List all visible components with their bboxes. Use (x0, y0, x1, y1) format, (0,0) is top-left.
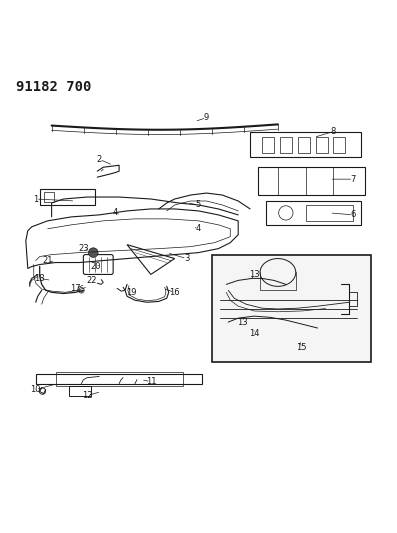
Text: 3: 3 (184, 254, 189, 263)
Text: 22: 22 (86, 276, 96, 285)
Bar (69, 385, 91, 395)
Text: 2: 2 (96, 155, 102, 164)
Bar (212, 255, 371, 362)
Text: 91182 700: 91182 700 (16, 80, 91, 94)
Text: 15: 15 (297, 343, 307, 352)
Bar (36, 374, 202, 384)
Text: 21: 21 (42, 256, 53, 265)
Text: 4: 4 (112, 208, 118, 217)
Text: 10: 10 (31, 385, 41, 394)
Bar (333, 138, 345, 154)
Bar (280, 138, 292, 154)
Bar (250, 132, 361, 157)
Bar (56, 372, 183, 385)
Bar (316, 138, 328, 154)
Bar (40, 189, 95, 205)
Bar (298, 138, 310, 154)
Text: 18: 18 (35, 274, 45, 283)
Text: 14: 14 (249, 329, 259, 338)
Bar (306, 205, 353, 221)
Text: 20: 20 (90, 262, 100, 271)
Text: 23: 23 (78, 244, 89, 253)
Bar (262, 138, 274, 154)
Text: 4: 4 (196, 224, 201, 233)
Bar (44, 192, 54, 202)
Text: 6: 6 (351, 211, 356, 220)
Text: 8: 8 (331, 127, 336, 136)
Text: 9: 9 (204, 113, 209, 122)
Text: 19: 19 (126, 288, 136, 297)
Text: 1: 1 (33, 195, 39, 204)
Text: 7: 7 (351, 175, 356, 184)
Text: 16: 16 (170, 288, 180, 297)
Text: 13: 13 (249, 270, 259, 279)
Text: 12: 12 (82, 391, 93, 400)
Text: 13: 13 (237, 318, 247, 327)
Circle shape (89, 248, 98, 257)
Text: 5: 5 (196, 200, 201, 209)
Text: 11: 11 (146, 377, 156, 386)
Text: 17: 17 (70, 284, 81, 293)
Bar (258, 167, 365, 195)
Bar (266, 201, 361, 225)
